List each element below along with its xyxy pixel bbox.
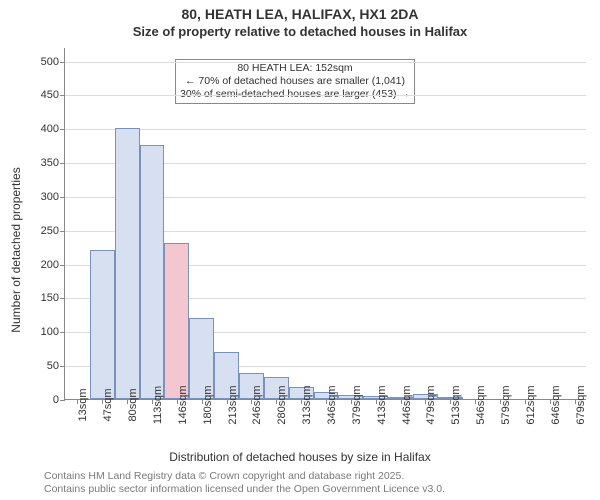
y-tick-mark — [60, 197, 65, 198]
bar-highlight — [164, 243, 189, 399]
y-tick-label: 500 — [41, 56, 59, 68]
x-tick-label: 180sqm — [202, 385, 214, 424]
x-tick-label: 546sqm — [475, 385, 487, 424]
chart-footer: Contains HM Land Registry data © Crown c… — [44, 470, 588, 496]
y-tick-mark — [60, 129, 65, 130]
x-tick-label: 413sqm — [376, 385, 388, 424]
y-tick-mark — [60, 332, 65, 333]
y-tick-mark — [60, 298, 65, 299]
x-tick-label: 379sqm — [351, 385, 363, 424]
x-tick-label: 47sqm — [102, 388, 114, 421]
x-tick-label: 113sqm — [152, 386, 164, 424]
x-tick-label: 313sqm — [301, 385, 313, 424]
x-tick-label: 346sqm — [326, 385, 338, 424]
y-tick-label: 400 — [41, 123, 59, 135]
x-tick-label: 513sqm — [450, 385, 462, 424]
bar — [115, 128, 140, 399]
gridline — [65, 95, 586, 96]
y-tick-label: 300 — [41, 191, 59, 203]
bar — [140, 145, 165, 399]
y-tick-label: 150 — [41, 292, 59, 304]
y-tick-mark — [60, 95, 65, 96]
footer-line2: Contains public sector information licen… — [44, 483, 588, 496]
y-axis-label: Number of detached properties — [9, 167, 23, 332]
y-tick-mark — [60, 231, 65, 232]
x-tick-label: 213sqm — [227, 385, 239, 424]
chart-title-main: 80, HEATH LEA, HALIFAX, HX1 2DA — [0, 6, 600, 22]
chart-title-sub: Size of property relative to detached ho… — [0, 24, 600, 39]
bar — [90, 250, 115, 399]
y-tick-mark — [60, 163, 65, 164]
y-tick-label: 350 — [41, 157, 59, 169]
footer-line1: Contains HM Land Registry data © Crown c… — [44, 470, 588, 483]
y-tick-label: 50 — [47, 360, 59, 372]
x-tick-label: 646sqm — [550, 385, 562, 424]
y-tick-mark — [60, 62, 65, 63]
x-tick-label: 13sqm — [77, 388, 89, 421]
x-tick-label: 146sqm — [177, 385, 189, 424]
x-tick-label: 479sqm — [425, 385, 437, 424]
gridline — [65, 62, 586, 63]
chart-container: 80, HEATH LEA, HALIFAX, HX1 2DA Size of … — [0, 0, 600, 500]
annotation-box: 80 HEATH LEA: 152sqm ← 70% of detached h… — [175, 59, 415, 104]
plot-area: 80 HEATH LEA: 152sqm ← 70% of detached h… — [64, 48, 586, 400]
y-tick-label: 100 — [41, 326, 59, 338]
x-tick-label: 246sqm — [251, 385, 263, 424]
y-tick-mark — [60, 265, 65, 266]
x-tick-label: 446sqm — [401, 385, 413, 424]
x-tick-label: 679sqm — [575, 385, 587, 424]
gridline — [65, 129, 586, 130]
annotation-line2: ← 70% of detached houses are smaller (1,… — [180, 75, 410, 88]
y-tick-label: 0 — [53, 394, 59, 406]
x-tick-label: 579sqm — [500, 385, 512, 424]
x-tick-label: 612sqm — [525, 385, 537, 424]
y-tick-label: 250 — [41, 225, 59, 237]
annotation-line1: 80 HEATH LEA: 152sqm — [180, 62, 410, 75]
y-tick-label: 450 — [41, 89, 59, 101]
y-tick-label: 200 — [41, 259, 59, 271]
x-tick-label: 280sqm — [276, 385, 288, 424]
y-tick-mark — [60, 366, 65, 367]
x-axis-label: Distribution of detached houses by size … — [0, 450, 600, 464]
x-tick-label: 80sqm — [127, 388, 139, 421]
y-tick-mark — [60, 400, 65, 401]
